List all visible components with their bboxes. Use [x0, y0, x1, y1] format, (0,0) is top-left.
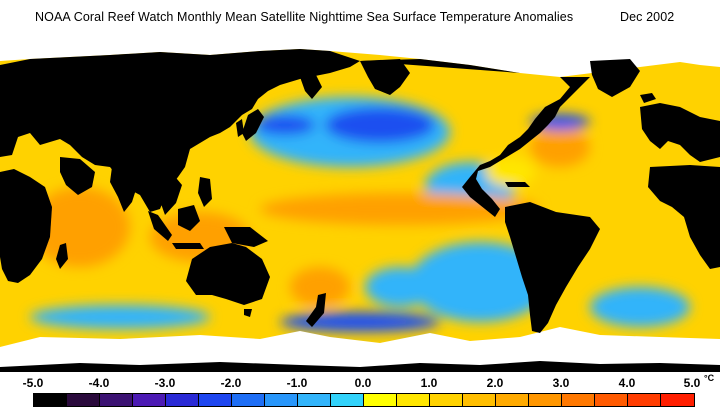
land-arabia [60, 157, 95, 195]
land-africa-west [648, 165, 720, 269]
colorbar: #000000#2a0a3c#3c1273#4c1ab4#2a2ad6#1e46… [33, 393, 695, 407]
colorbar-swatch: #ffaa00 [496, 394, 529, 406]
patch-kuroshio [255, 115, 315, 135]
colorbar-tick-label: 1.0 [420, 376, 438, 390]
colorbar-tick-labels: -5.0 -4.0 -3.0 -2.0 -1.0 0.0 1.0 2.0 3.0 4.0 5.0 °C [0, 373, 720, 392]
land-south-america [505, 202, 600, 333]
colorbar-swatch: #32d2fa [331, 394, 364, 406]
colorbar-swatch: #ffd200 [430, 394, 463, 406]
land-new-guinea [224, 227, 268, 247]
land-greenland [590, 59, 640, 97]
colorbar-swatch: #ffbe00 [463, 394, 496, 406]
colorbar-tick-label: -4.0 [88, 376, 110, 390]
land-korea [236, 119, 244, 137]
land-uk [658, 111, 672, 131]
patch-north-pacific-core [325, 107, 435, 143]
land-iceland [640, 93, 656, 103]
land-madagascar [56, 243, 68, 269]
colorbar-swatch: #ff3c00 [628, 394, 661, 406]
colorbar-swatch: #4c1ab4 [133, 394, 166, 406]
patch-north-atlantic-warm [530, 127, 590, 167]
colorbar-swatch: #1e6ef5 [232, 394, 265, 406]
colorbar-swatch: #000000 [34, 394, 67, 406]
land-philippines [198, 177, 212, 207]
patch-south-atlantic-cool [590, 287, 690, 327]
colorbar-swatch: #2a2ad6 [166, 394, 199, 406]
land-north-america [360, 59, 590, 217]
colorbar-swatch: #2a0a3c [67, 394, 100, 406]
colorbar-tick-label: -1.0 [286, 376, 308, 390]
colorbar-tick-label: 4.0 [618, 376, 636, 390]
arctic-ice [0, 37, 720, 77]
landmasses [0, 49, 720, 372]
colorbar-tick-label: 3.0 [552, 376, 570, 390]
colorbar-tick-label: 5.0 [683, 376, 701, 390]
land-australia [186, 243, 270, 305]
patch-south-pacific-cool2 [365, 267, 435, 307]
colorbar-swatch: #ff7800 [562, 394, 595, 406]
colorbar-swatch: #ff9600 [529, 394, 562, 406]
colorbar-unit: °C [704, 373, 715, 383]
patch-tasman-warm [290, 267, 350, 307]
land-europe-asia [0, 49, 360, 212]
antarctic-ice [0, 327, 720, 372]
colorbar-swatch: #ffe600 [397, 394, 430, 406]
land-india [110, 167, 140, 212]
colorbar-swatch: #3c1273 [100, 394, 133, 406]
colorbar-tick-label: 0.0 [354, 376, 372, 390]
patch-south-pacific-cool [410, 242, 550, 322]
anomaly-patches [30, 97, 690, 332]
colorbar-swatch: #ff1e00 [661, 394, 694, 406]
land-new-zealand [306, 293, 326, 327]
title-date: Dec 2002 [620, 10, 675, 24]
land-java [172, 243, 204, 249]
land-antarctica [0, 361, 720, 372]
colorbar-swatch: #ffff00 [364, 394, 397, 406]
land-tasmania [244, 309, 252, 317]
patch-equatorial-warm [260, 193, 540, 225]
colorbar-tick-label: -3.0 [154, 376, 176, 390]
land-indochina [150, 173, 182, 215]
land-kamchatka [300, 73, 322, 99]
colorbar-swatch: #32b4fa [298, 394, 331, 406]
patch-gulf-mild [485, 157, 535, 187]
colorbar-tick-label: -2.0 [220, 376, 242, 390]
land-cuba [505, 182, 530, 187]
patch-southern-ocean-cold [280, 312, 440, 332]
title-text: NOAA Coral Reef Watch Monthly Mean Satel… [35, 10, 574, 24]
land-sumatra [148, 211, 172, 241]
colorbar-tick-label: 2.0 [486, 376, 504, 390]
colorbar-swatch: #1e46f0 [199, 394, 232, 406]
patch-southern-ocean-cool [30, 305, 210, 329]
sst-anomaly-map [0, 37, 720, 372]
land-japan [242, 109, 264, 141]
colorbar-swatch: #ff5a00 [595, 394, 628, 406]
colorbar-tick-label: -5.0 [22, 376, 44, 390]
colorbar-swatch: #2896fa [265, 394, 298, 406]
land-africa [0, 169, 52, 283]
land-alaska [360, 59, 410, 95]
land-borneo [178, 205, 200, 231]
patch-indian-ocean-warm [30, 187, 130, 267]
map-title: NOAA Coral Reef Watch Monthly Mean Satel… [0, 10, 720, 30]
